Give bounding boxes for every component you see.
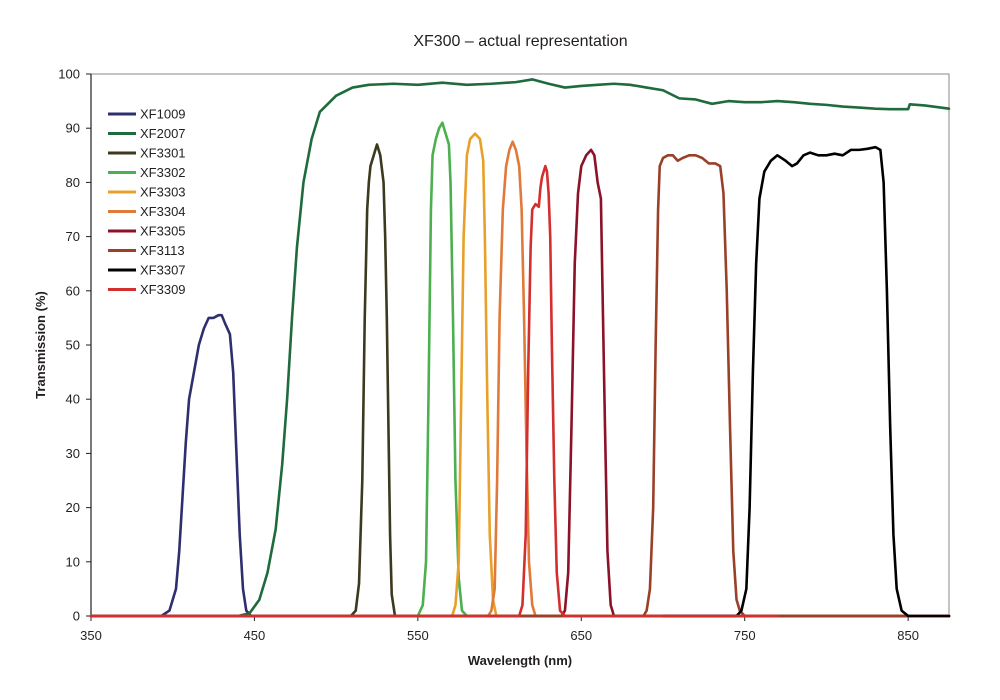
x-axis-title: Wavelength (nm) xyxy=(468,653,572,668)
x-axis-ticks: 350 450 550 650 750 850 xyxy=(80,616,919,643)
legend-label-xf3113: XF3113 xyxy=(140,243,185,258)
series-line-xf3304 xyxy=(89,140,951,618)
y-tick-label: 70 xyxy=(66,229,80,244)
y-tick-label: 30 xyxy=(66,446,80,461)
legend: XF1009 XF2007 XF3301 XF3302 XF3303 XF3304 XF33… xyxy=(108,107,186,297)
series-line-xf3305 xyxy=(89,148,951,618)
legend-label-xf3305: XF3305 xyxy=(140,224,186,239)
legend-label-xf3302: XF3302 xyxy=(140,165,186,180)
y-tick-label: 20 xyxy=(66,500,80,515)
y-tick-label: 80 xyxy=(66,175,80,190)
legend-label-xf3307: XF3307 xyxy=(140,263,186,278)
x-tick-label: 650 xyxy=(570,628,592,643)
series-line-xf3113 xyxy=(89,154,951,618)
legend-label-xf3303: XF3303 xyxy=(140,185,186,200)
y-tick-label: 40 xyxy=(66,392,80,407)
y-axis-title: Transmission (%) xyxy=(33,291,48,399)
y-tick-label: 10 xyxy=(66,554,80,569)
legend-label-xf2007: XF2007 xyxy=(140,126,186,141)
legend-label-xf3301: XF3301 xyxy=(140,146,186,161)
y-tick-label: 90 xyxy=(66,121,80,136)
series-line-xf3303 xyxy=(89,132,951,618)
x-tick-label: 350 xyxy=(80,628,102,643)
y-tick-label: 0 xyxy=(73,609,80,624)
chart-title: XF300 – actual representation xyxy=(413,33,628,50)
series-line-xf3301 xyxy=(89,143,951,618)
legend-label-xf3304: XF3304 xyxy=(140,204,186,219)
x-tick-label: 750 xyxy=(734,628,756,643)
x-tick-label: 850 xyxy=(897,628,919,643)
series-line-xf3307 xyxy=(661,145,951,618)
series-line-xf3309 xyxy=(89,164,779,618)
series-layer xyxy=(89,78,951,618)
x-tick-label: 450 xyxy=(244,628,266,643)
y-axis-ticks: 0 10 20 30 40 50 60 70 80 90 100 xyxy=(58,67,91,624)
y-tick-label: 50 xyxy=(66,338,80,353)
x-tick-label: 550 xyxy=(407,628,429,643)
y-tick-label: 60 xyxy=(66,283,80,298)
series-line-xf1009 xyxy=(89,313,951,618)
y-tick-label: 100 xyxy=(58,67,80,82)
legend-label-xf3309: XF3309 xyxy=(140,282,186,297)
legend-label-xf1009: XF1009 xyxy=(140,107,186,122)
series-line-xf2007 xyxy=(89,78,951,618)
